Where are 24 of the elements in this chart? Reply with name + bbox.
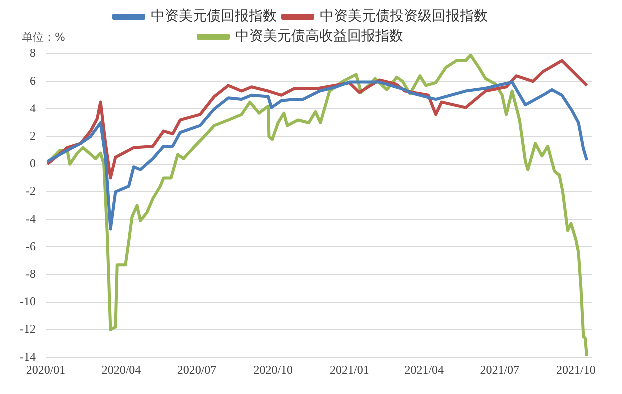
y-tick-label: 0 xyxy=(30,156,36,171)
legend-label: 中资美元债投资级回报指数 xyxy=(320,8,488,25)
y-tick-label: 2 xyxy=(30,128,36,143)
y-tick-label: -14 xyxy=(20,350,36,364)
legend-label: 中资美元债回报指数 xyxy=(151,8,277,25)
y-tick-label: 4 xyxy=(30,101,36,116)
y-tick-label: -10 xyxy=(20,294,36,309)
x-tick-label: 2021/04 xyxy=(404,362,444,377)
x-tick-label: 2020/10 xyxy=(254,362,294,377)
x-tick-label: 2020/04 xyxy=(102,362,142,377)
x-tick-label: 2021/01 xyxy=(330,362,370,377)
y-tick-label: 8 xyxy=(30,46,36,60)
y-tick-label: -8 xyxy=(26,266,36,281)
x-tick-label: 2021/07 xyxy=(480,362,520,377)
text: 单位：% xyxy=(22,30,66,44)
y-tick-label: -12 xyxy=(20,322,36,336)
x-tick-label: 2020/07 xyxy=(177,362,217,377)
y-tick-label: -6 xyxy=(26,239,36,254)
y-tick-label: -4 xyxy=(26,212,36,226)
y-tick-label: -2 xyxy=(26,184,36,198)
y-tick-label: 6 xyxy=(30,74,36,88)
legend-label: 中资美元债高收益回报指数 xyxy=(236,28,404,45)
x-tick-label: 2020/01 xyxy=(26,362,66,377)
x-tick-label: 2021/10 xyxy=(556,362,596,377)
